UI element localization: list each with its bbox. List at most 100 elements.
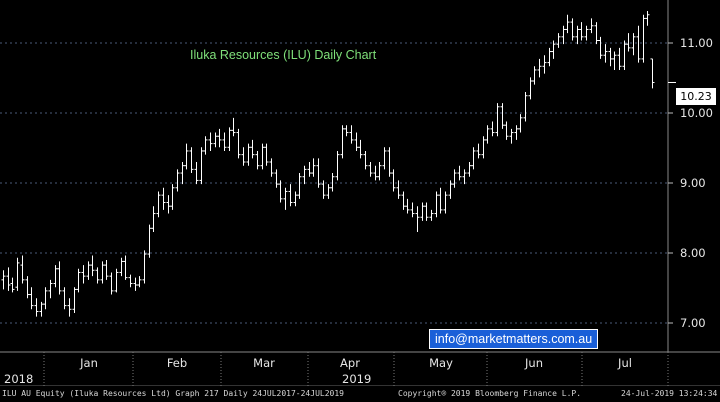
- month-label: Feb: [167, 356, 187, 370]
- ohlc-bar: [128, 274, 133, 288]
- ohlc-bar: [471, 147, 476, 170]
- ohlc-bar: [415, 206, 420, 232]
- ohlc-bar: [90, 255, 95, 277]
- ohlc-bar: [142, 250, 147, 284]
- ohlc-bar: [410, 202, 415, 218]
- ohlc-bar: [213, 132, 218, 148]
- ohlc-bar: [147, 224, 152, 258]
- ohlc-bar: [208, 132, 213, 151]
- ohlc-bar: [307, 162, 312, 177]
- ohlc-bar: [10, 277, 15, 293]
- ohlc-bar: [429, 209, 434, 221]
- ohlc-bar: [34, 298, 39, 317]
- ohlc-bar: [39, 301, 44, 317]
- ohlc-bar: [438, 187, 443, 214]
- ohlc-bar: [100, 261, 105, 284]
- y-tick-label: 8.00: [680, 246, 706, 260]
- ohlc-bar: [373, 165, 378, 181]
- month-label: Mar: [253, 356, 275, 370]
- ohlc-bar: [603, 44, 608, 63]
- ohlc-bar: [95, 267, 100, 284]
- ohlc-bar: [25, 276, 30, 299]
- ohlc-bar: [170, 184, 175, 210]
- ohlc-bar: [1, 270, 6, 290]
- ohlc-bar: [264, 143, 269, 166]
- ohlc-bar: [330, 173, 335, 192]
- ohlc-bar: [561, 25, 566, 45]
- ohlc-bar: [81, 265, 86, 284]
- ohlc-bar: [608, 47, 613, 67]
- ohlc-bar: [236, 128, 241, 159]
- ohlc-bar: [166, 195, 171, 214]
- ohlc-bar: [199, 147, 204, 185]
- ohlc-bar: [255, 150, 260, 170]
- year-label: 2019: [342, 372, 371, 386]
- ohlc-bar: [500, 103, 505, 129]
- ohlc-bar: [467, 162, 472, 177]
- chart-title: Iluka Resources (ILU) Daily Chart: [190, 48, 377, 62]
- ohlc-bar: [43, 287, 48, 310]
- ohlc-bars: [1, 11, 655, 317]
- ohlc-bar: [565, 14, 570, 34]
- ohlc-bar: [72, 287, 77, 313]
- ohlc-bar: [528, 77, 533, 100]
- ohlc-bar: [29, 287, 34, 310]
- footer-security: ILU AU Equity (Iluka Resources Ltd) Grap…: [2, 389, 344, 398]
- ohlc-bar: [401, 191, 406, 210]
- ohlc-bar: [175, 169, 180, 192]
- ohlc-bar: [462, 169, 467, 185]
- ohlc-bar: [109, 272, 114, 295]
- ohlc-bar: [86, 261, 91, 280]
- ohlc-bar: [434, 191, 439, 218]
- ohlc-bar: [57, 261, 62, 295]
- ohlc-bar: [269, 158, 274, 177]
- ohlc-bar: [542, 55, 547, 74]
- ohlc-bar: [481, 136, 486, 159]
- ohlc-bar: [452, 169, 457, 188]
- ohlc-bar: [297, 173, 302, 199]
- ohlc-bar: [358, 139, 363, 159]
- ohlc-bar: [6, 267, 11, 291]
- x-axis: Jan Feb Mar Apr May Jun Jul 2018 2019: [0, 351, 720, 387]
- ohlc-bar: [283, 187, 288, 210]
- footer-copyright: Copyright® 2019 Bloomberg Finance L.P.: [398, 389, 582, 398]
- ohlc-bar: [246, 143, 251, 166]
- ohlc-bar: [495, 103, 500, 137]
- ohlc-bar: [203, 136, 208, 155]
- y-tick-label: 7.00: [680, 316, 706, 330]
- ohlc-bar: [368, 162, 373, 177]
- ohlc-bar: [650, 58, 655, 89]
- y-axis: 7.00 8.00 9.00 10.00 11.00: [667, 0, 713, 352]
- ohlc-bar: [76, 268, 81, 293]
- month-label: May: [429, 356, 453, 370]
- month-label: Jan: [79, 356, 98, 370]
- ohlc-bar: [62, 287, 67, 310]
- ohlc-bar: [344, 125, 349, 137]
- ohlc-bar: [227, 127, 232, 151]
- ohlc-bar: [104, 259, 109, 280]
- ohlc-bar: [556, 33, 561, 48]
- ohlc-bar: [321, 180, 326, 199]
- ohlc-bar: [612, 51, 617, 70]
- ohlc-bar: [288, 184, 293, 207]
- ohlc-bar: [532, 66, 537, 85]
- y-tick-label: 9.00: [680, 176, 706, 190]
- ohlc-bar: [589, 18, 594, 34]
- chart-grid: [0, 42, 668, 324]
- ohlc-bar: [231, 117, 236, 137]
- ohlc-bar: [448, 180, 453, 199]
- ohlc-bar: [396, 180, 401, 199]
- website-badge[interactable]: info@marketmatters.com.au: [429, 329, 599, 349]
- ohlc-bar: [137, 276, 142, 288]
- ohlc-bar: [161, 187, 166, 210]
- ohlc-bar: [636, 25, 641, 63]
- ohlc-bar: [490, 121, 495, 137]
- ohlc-bar: [476, 143, 481, 159]
- ohlc-bar: [222, 132, 227, 151]
- ohlc-bar: [594, 22, 599, 45]
- ohlc-bar: [626, 33, 631, 52]
- ohlc-bar: [156, 191, 161, 218]
- ohlc-bar: [354, 132, 359, 151]
- ohlc-bar: [509, 128, 514, 144]
- ohlc-bar: [114, 268, 119, 293]
